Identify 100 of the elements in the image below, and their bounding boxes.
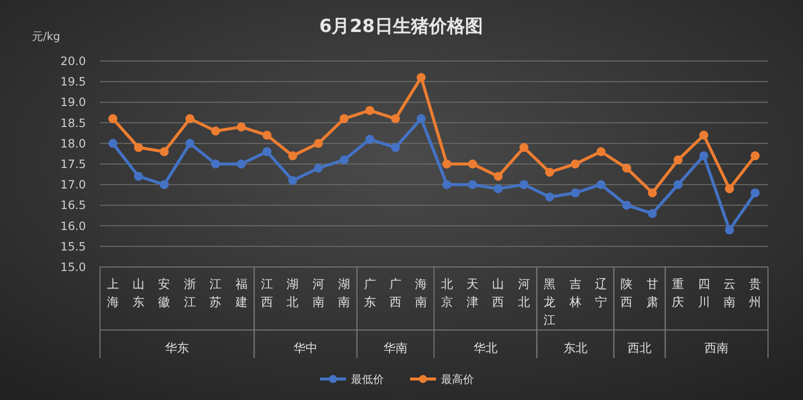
point bbox=[494, 172, 503, 181]
y-tick-label: 15.5 bbox=[60, 239, 86, 254]
x-tick-label: 云南 bbox=[723, 277, 736, 309]
point bbox=[160, 180, 169, 190]
x-tick-label: 辽宁 bbox=[595, 277, 607, 309]
point bbox=[134, 172, 144, 181]
point bbox=[519, 180, 528, 190]
point bbox=[699, 151, 708, 160]
point bbox=[570, 188, 580, 198]
y-tick-label: 15.0 bbox=[60, 260, 86, 274]
x-tick-label: 黑龙江 bbox=[544, 277, 556, 327]
text: 华南 bbox=[383, 341, 408, 355]
point bbox=[494, 184, 503, 194]
point bbox=[442, 180, 452, 190]
x-tick-label: 江苏 bbox=[210, 277, 222, 309]
point bbox=[596, 147, 606, 156]
point bbox=[416, 114, 426, 124]
x-tick-label: 山西 bbox=[492, 277, 504, 309]
point bbox=[699, 130, 708, 140]
point bbox=[185, 114, 194, 124]
y-tick-label: 18.0 bbox=[60, 136, 86, 150]
point bbox=[570, 160, 580, 168]
x-tick-label: 河南 bbox=[312, 277, 324, 309]
point bbox=[750, 151, 760, 160]
point bbox=[648, 208, 657, 218]
text: 华中 bbox=[294, 341, 318, 355]
x-tick-label: 湖北 bbox=[286, 277, 299, 309]
point bbox=[340, 155, 349, 164]
x-tick-label: 天津 bbox=[466, 277, 479, 309]
point bbox=[622, 200, 632, 210]
point bbox=[340, 114, 349, 124]
point bbox=[365, 106, 374, 115]
point bbox=[236, 122, 246, 132]
point bbox=[724, 225, 734, 234]
x-tick-label: 北京 bbox=[440, 277, 453, 309]
y-tick-label: 17.5 bbox=[60, 157, 86, 171]
text: 东北 bbox=[563, 341, 588, 355]
x-tick-label: 安徽 bbox=[158, 277, 170, 309]
point bbox=[314, 138, 323, 148]
y-tick-label: 16.0 bbox=[60, 218, 86, 233]
point bbox=[442, 160, 452, 168]
point bbox=[545, 192, 554, 202]
y-tick-label: 18.5 bbox=[60, 116, 86, 130]
y-tick-label: 19.5 bbox=[60, 74, 86, 89]
x-tick-label: 甘肃 bbox=[646, 277, 658, 309]
text: 西南 bbox=[704, 341, 729, 355]
point bbox=[262, 147, 272, 156]
x-tick-label: 四川 bbox=[698, 277, 710, 309]
x-tick-label: 广西 bbox=[389, 277, 402, 309]
y-axis-title: 元/kg bbox=[32, 30, 60, 43]
chart-title: 6月28日生猪价格图 bbox=[319, 16, 483, 37]
legend-label: 最低价 bbox=[351, 373, 384, 386]
x-tick-label: 吉林 bbox=[568, 277, 582, 309]
point bbox=[185, 138, 194, 148]
x-tick-label: 福建 bbox=[234, 277, 248, 309]
legend-label: 最高价 bbox=[441, 373, 474, 386]
x-tick-label: 浙江 bbox=[184, 277, 196, 309]
point bbox=[390, 114, 400, 124]
y-tick-label: 16.5 bbox=[60, 198, 86, 212]
y-tick-label: 17.0 bbox=[60, 178, 86, 192]
point bbox=[236, 160, 246, 168]
x-tick-label: 广东 bbox=[364, 277, 376, 309]
text: 华东 bbox=[165, 341, 190, 355]
point bbox=[314, 164, 323, 173]
point bbox=[108, 114, 118, 124]
point bbox=[519, 143, 528, 152]
x-tick-label: 湖南 bbox=[338, 277, 350, 309]
x-tick-label: 江西 bbox=[261, 277, 273, 309]
x-tick-label: 重庆 bbox=[672, 277, 684, 309]
point bbox=[596, 180, 606, 190]
point bbox=[134, 143, 144, 152]
point bbox=[724, 184, 734, 194]
x-tick-label: 上海 bbox=[106, 277, 119, 309]
text: 西北 bbox=[628, 341, 652, 355]
point bbox=[674, 155, 683, 164]
x-tick-label: 山东 bbox=[132, 277, 145, 309]
x-tick-label: 河北 bbox=[518, 277, 530, 309]
point bbox=[648, 188, 657, 198]
point bbox=[108, 138, 118, 148]
point bbox=[288, 151, 298, 160]
point bbox=[160, 147, 169, 156]
y-tick-label: 19.0 bbox=[60, 95, 86, 110]
point bbox=[211, 160, 220, 168]
point bbox=[262, 130, 272, 140]
point bbox=[622, 164, 632, 173]
point bbox=[288, 176, 298, 185]
point bbox=[468, 180, 478, 190]
text: 华北 bbox=[473, 341, 498, 355]
point bbox=[468, 160, 478, 168]
point bbox=[545, 168, 554, 177]
point bbox=[750, 188, 760, 198]
point bbox=[365, 134, 374, 144]
point bbox=[674, 180, 683, 190]
y-tick-label: 20.0 bbox=[60, 54, 86, 68]
x-tick-label: 海南 bbox=[415, 277, 428, 309]
point bbox=[211, 126, 220, 136]
point bbox=[390, 143, 400, 152]
x-tick-label: 贵州 bbox=[749, 277, 762, 309]
point bbox=[416, 72, 426, 82]
x-tick-label: 陕西 bbox=[620, 277, 633, 309]
